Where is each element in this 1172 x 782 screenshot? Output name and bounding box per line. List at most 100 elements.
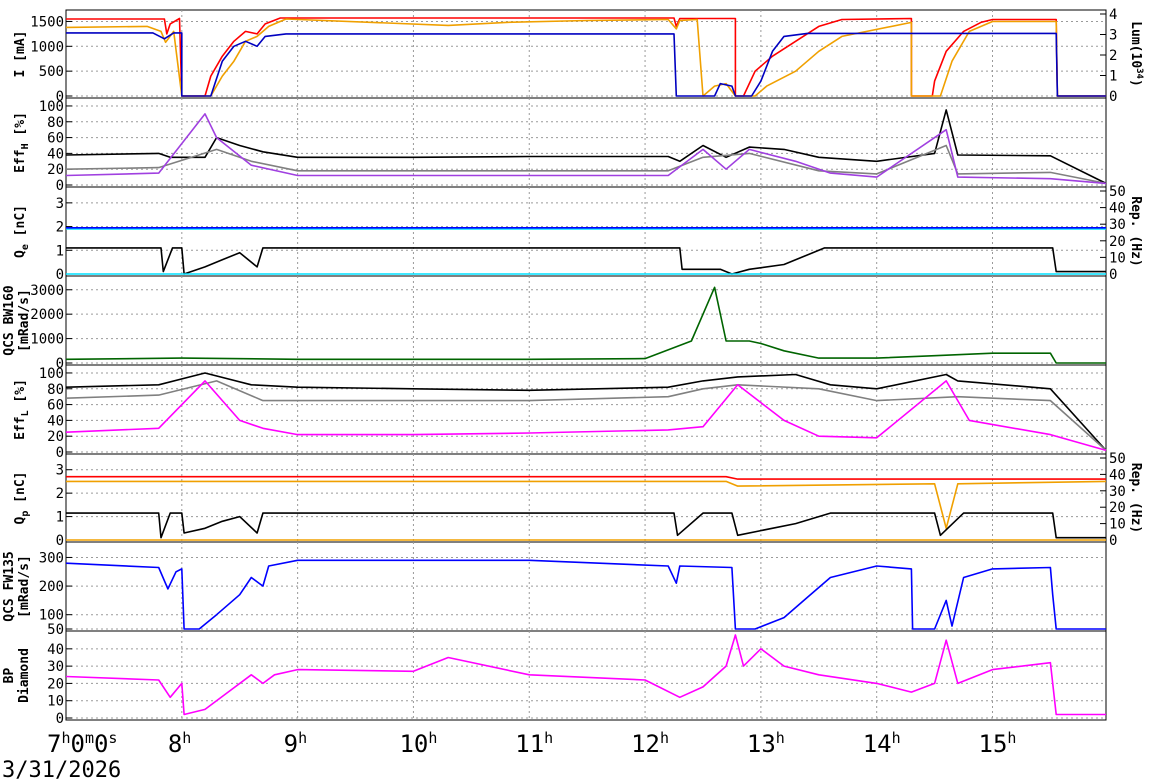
- y-axis-label: QCS FW135[mRad/s]: [2, 551, 32, 621]
- y-tick-label: 1000: [30, 332, 64, 348]
- x-tick-label: 8h: [168, 729, 191, 758]
- y-tick-label: 2: [56, 486, 64, 502]
- x-tick-label: 11h: [515, 729, 553, 758]
- y-tick-label: 80: [47, 115, 64, 131]
- series-magenta-0: [65, 634, 1106, 716]
- y-tick-label: 60: [47, 398, 64, 414]
- y-tick-label: 0: [56, 445, 64, 461]
- y-tick-label: 300: [39, 550, 64, 566]
- right-tick-label: 50: [1109, 451, 1126, 467]
- panel-frame: [65, 275, 1107, 366]
- y-tick-label: 500: [39, 64, 64, 80]
- series-red-0: [66, 475, 1106, 480]
- y-tick-label: 3000: [30, 283, 64, 299]
- x-tick-label: 13h: [747, 729, 785, 758]
- series-green-0: [65, 286, 1106, 364]
- y-axis-label: EffH [%]: [13, 112, 31, 173]
- panel-current: 0 500 1000 1500 0 1 2 3 4 I [mA] Lum(1034): [13, 7, 1144, 105]
- y-tick-label: 20: [47, 676, 64, 692]
- y-tick-label: 30: [47, 659, 64, 675]
- y-tick-label: 20: [47, 429, 64, 445]
- x-tick-label: 10h: [399, 729, 437, 758]
- panel-frame: [65, 453, 1107, 543]
- y-tick-label: 100: [39, 366, 64, 382]
- series-black-0: [65, 109, 1107, 185]
- x-tick-label: 12h: [631, 729, 669, 758]
- series-purple-2: [65, 113, 1107, 185]
- y-tick-label: 2: [56, 220, 64, 236]
- series-blue-0: [65, 559, 1106, 630]
- right-tick-label: 1: [1109, 69, 1117, 85]
- right-tick-label: 20: [1109, 500, 1126, 516]
- y-tick-label: 20: [47, 162, 64, 178]
- panel-frame: [65, 630, 1107, 721]
- right-tick-label: 30: [1109, 217, 1126, 233]
- y-tick-label: 0: [56, 533, 64, 549]
- right-tick-label: 30: [1109, 484, 1126, 500]
- y-tick-label: 0: [56, 89, 64, 105]
- right-tick-label: 10: [1109, 250, 1126, 266]
- y-tick-label: 100: [39, 608, 64, 624]
- right-tick-label: 0: [1109, 533, 1117, 549]
- y-tick-label: 0: [56, 711, 64, 727]
- y-axis-label: I [mA]: [13, 31, 28, 78]
- series-black-0: [65, 372, 1107, 451]
- y-tick-label: 0: [56, 267, 64, 283]
- y-tick-label: 1500: [30, 14, 64, 30]
- right-tick-label: 50: [1109, 184, 1126, 200]
- right-tick-label: 10: [1109, 517, 1126, 533]
- right-axis-label: Rep. (Hz): [1128, 196, 1143, 266]
- time-axis: 7h0m0s 8h 9h 10h 11h 12h 13h 14h 15h: [47, 729, 1016, 758]
- right-tick-label: 3: [1109, 28, 1117, 44]
- right-axis-label: Lum(1034): [1128, 21, 1144, 87]
- y-tick-label: 1000: [30, 39, 64, 55]
- y-axis-label: EffL [%]: [13, 379, 31, 440]
- y-tick-label: 100: [39, 99, 64, 115]
- x-tick-first: 7h0m0s: [47, 729, 117, 758]
- y-tick-label: 40: [47, 413, 64, 429]
- y-tick-label: 3: [56, 463, 64, 479]
- series-darkblue-2: [66, 32, 1106, 97]
- y-axis-label: QCS BW160[mRad/s]: [2, 285, 32, 356]
- y-tick-label: 1: [56, 510, 64, 526]
- y-tick-label: 80: [47, 382, 64, 398]
- panel-frame: [65, 9, 1107, 99]
- panel-frame: [65, 186, 1107, 277]
- right-tick-label: 20: [1109, 234, 1126, 250]
- y-tick-label: 0: [56, 356, 64, 372]
- series-magenta-2: [65, 380, 1107, 452]
- right-tick-label: 40: [1109, 201, 1126, 217]
- y-tick-label: 50: [47, 622, 64, 638]
- series-gray-1: [65, 144, 1107, 185]
- panel-frame: [65, 97, 1107, 188]
- x-tick-label: 15h: [979, 729, 1017, 758]
- right-axis-label: Rep. (Hz): [1128, 463, 1143, 533]
- panel-frame: [65, 364, 1107, 455]
- y-tick-label: 40: [47, 642, 64, 658]
- y-tick-label: 0: [56, 178, 64, 194]
- y-tick-label: 40: [47, 146, 64, 162]
- right-tick-label: 2: [1109, 48, 1117, 64]
- y-tick-label: 3: [56, 196, 64, 212]
- y-tick-label: 10: [47, 694, 64, 710]
- y-axis-label: Qp [nC]: [13, 472, 31, 525]
- y-axis-label: BPDiamond: [2, 648, 32, 703]
- right-tick-label: 0: [1109, 89, 1117, 105]
- right-tick-label: 4: [1109, 7, 1117, 23]
- x-tick-label: 9h: [284, 729, 307, 758]
- y-tick-label: 1: [56, 243, 64, 259]
- y-tick-label: 60: [47, 131, 64, 147]
- series-black-2: [66, 512, 1106, 539]
- series-gray-1: [65, 380, 1107, 451]
- series-orange-1: [66, 480, 1107, 530]
- right-tick-label: 0: [1109, 267, 1117, 283]
